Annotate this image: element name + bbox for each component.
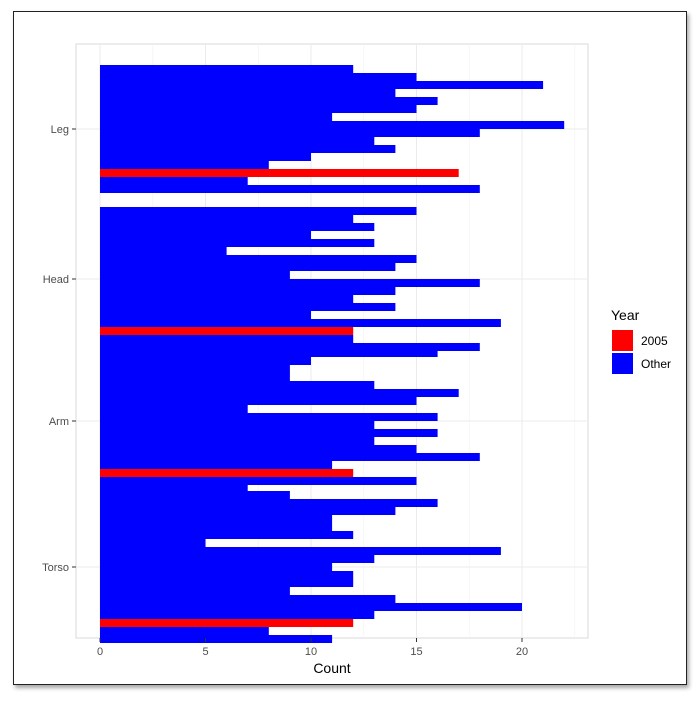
- bar-torso: [100, 627, 269, 635]
- bar-leg: [100, 161, 269, 169]
- bar-head: [100, 215, 354, 223]
- x-tick-label: 20: [516, 646, 528, 658]
- bar-leg: [100, 177, 248, 185]
- bar-leg: [100, 121, 565, 129]
- bar-torso: [100, 611, 375, 619]
- bar-head: [100, 239, 375, 247]
- bar-arm: [100, 397, 417, 405]
- bar-torso: [100, 515, 333, 523]
- bar-torso: [100, 539, 206, 547]
- bar-torso: [100, 579, 354, 587]
- legend-title: Year: [611, 307, 640, 323]
- bar-torso: [100, 523, 333, 531]
- bar-leg: [100, 153, 311, 161]
- bar-arm: [100, 405, 248, 413]
- bar-torso: [100, 531, 354, 539]
- x-tick-label: 10: [305, 646, 317, 658]
- bar-arm: [100, 357, 311, 365]
- bar-arm: [100, 389, 459, 397]
- x-tick-label: 0: [97, 646, 103, 658]
- bar-head: [100, 311, 311, 319]
- bar-arm: [100, 413, 438, 421]
- y-tick-label: Leg: [51, 124, 69, 136]
- bar-leg: [100, 145, 396, 153]
- bar-arm: [100, 461, 333, 469]
- bar-torso: [100, 555, 375, 563]
- axes: Leg Head Arm Torso 0 5 10 15 20: [42, 124, 528, 658]
- bar-head: [100, 319, 501, 327]
- bar-torso-2005: [100, 619, 354, 627]
- bar-torso: [100, 595, 396, 603]
- bar-torso: [100, 571, 354, 579]
- legend-label: Other: [641, 357, 671, 371]
- legend-label: 2005: [641, 334, 668, 348]
- bar-arm: [100, 437, 375, 445]
- bar-head: [100, 271, 290, 279]
- bar-head: [100, 295, 354, 303]
- bar-torso: [100, 603, 522, 611]
- bar-head: [100, 231, 311, 239]
- bar-arm: [100, 421, 375, 429]
- bar-head-2005: [100, 327, 354, 335]
- bar-leg-2005: [100, 169, 459, 177]
- bar-leg: [100, 97, 438, 105]
- bar-torso: [100, 563, 333, 571]
- bar-arm: [100, 365, 290, 373]
- bar-head: [100, 263, 396, 271]
- bar-arm: [100, 381, 375, 389]
- bar-leg: [100, 105, 417, 113]
- bar-arm: [100, 445, 417, 453]
- bar-head: [100, 287, 396, 295]
- bar-torso: [100, 491, 290, 499]
- y-tick-label: Arm: [49, 416, 69, 428]
- bar-arm: [100, 485, 248, 493]
- bar-torso: [100, 507, 396, 515]
- x-axis-title: Count: [313, 660, 350, 676]
- bar-head: [100, 223, 375, 231]
- legend-key-other: [612, 353, 633, 374]
- bar-head: [100, 335, 354, 343]
- bar-leg: [100, 129, 480, 137]
- bar-arm: [100, 429, 438, 437]
- bar-arm: [100, 373, 290, 381]
- bars: [100, 65, 565, 643]
- bar-arm-2005: [100, 469, 354, 477]
- bar-head: [100, 303, 396, 311]
- bar-leg: [100, 89, 396, 97]
- bar-head: [100, 255, 417, 263]
- bar-leg: [100, 137, 375, 145]
- x-tick-label: 5: [202, 646, 208, 658]
- bar-leg: [100, 185, 480, 193]
- bar-torso: [100, 547, 501, 555]
- bar-leg: [100, 113, 333, 121]
- bar-torso: [100, 587, 290, 595]
- bar-torso: [100, 635, 333, 643]
- x-tick-label: 15: [410, 646, 422, 658]
- bar-leg: [100, 73, 417, 81]
- y-tick-label: Head: [43, 274, 69, 286]
- bar-head: [100, 343, 480, 351]
- bar-arm: [100, 477, 417, 485]
- legend: Year 2005 Other: [611, 307, 671, 374]
- bar-head: [100, 279, 480, 287]
- bar-head: [100, 247, 227, 255]
- bar-torso: [100, 499, 438, 507]
- bar-leg: [100, 81, 544, 89]
- bar-arm: [100, 349, 438, 357]
- y-tick-label: Torso: [42, 562, 69, 574]
- legend-key-2005: [612, 330, 633, 351]
- bar-leg: [100, 65, 354, 73]
- bar-arm: [100, 453, 480, 461]
- bar-head: [100, 207, 417, 215]
